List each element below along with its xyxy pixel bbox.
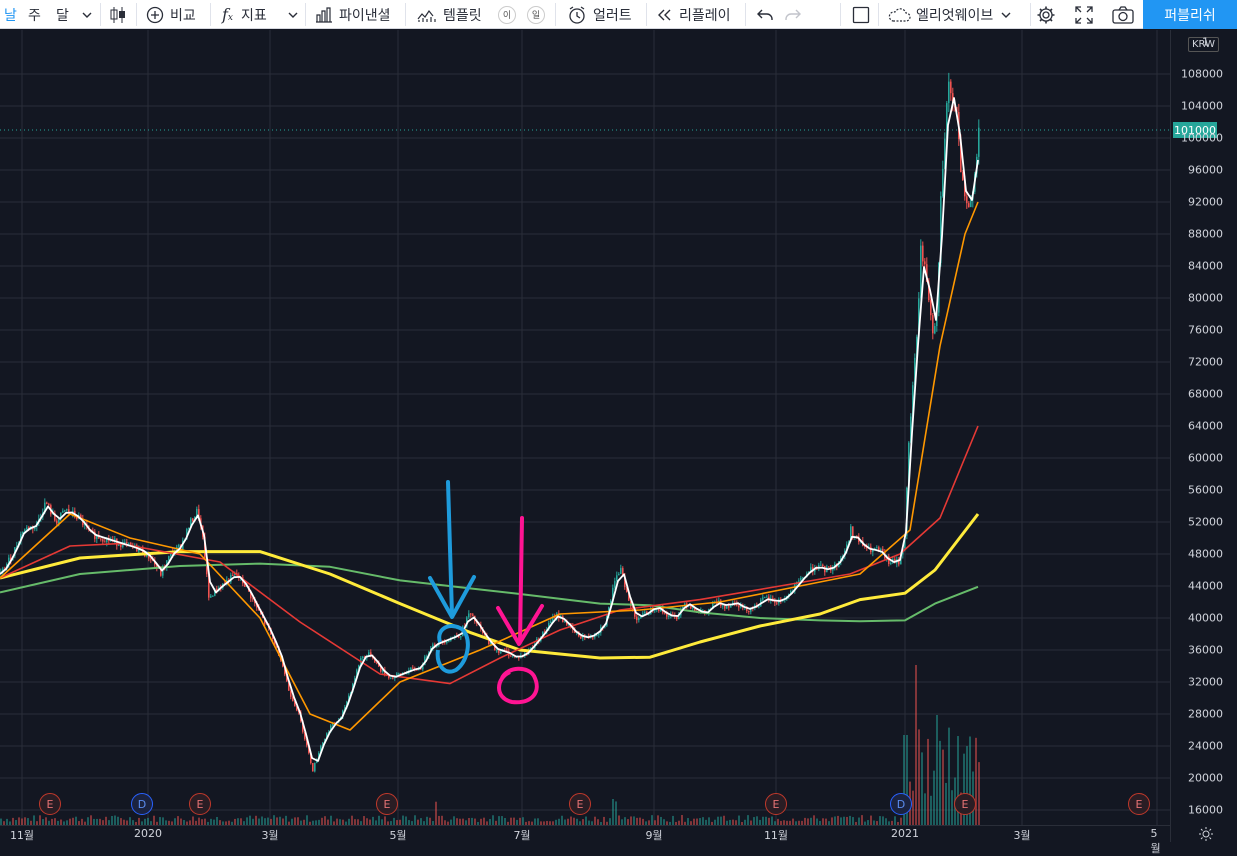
time-label: 5월 (389, 829, 407, 842)
price-tick-label: 100000 (1181, 131, 1223, 145)
price-tick-label: 60000 (1188, 451, 1223, 465)
undo-icon[interactable] (757, 0, 773, 29)
layout-selector[interactable]: 엘리엇웨이브 (887, 0, 1011, 29)
time-label: 7월 (513, 829, 531, 842)
template-icon (417, 7, 437, 23)
time-label: 11월 (9, 829, 35, 842)
camera-icon[interactable] (1112, 0, 1134, 29)
earnings-event-marker[interactable]: E (1128, 793, 1150, 815)
compare-button[interactable]: 비교 (146, 0, 196, 29)
dividend-event-marker[interactable]: D (131, 793, 153, 815)
earnings-event-marker[interactable]: E (765, 793, 787, 815)
candlesticks (0, 72, 980, 773)
price-tick-label: 24000 (1188, 739, 1223, 753)
earnings-event-marker[interactable]: E (376, 793, 398, 815)
price-tick-top: 1 (1202, 35, 1209, 49)
time-label: 2020 (134, 827, 162, 840)
price-tick-label: 20000 (1188, 771, 1223, 785)
price-tick-label: 48000 (1188, 547, 1223, 561)
settings-sun-icon[interactable] (1198, 825, 1214, 842)
last-price-tag: 101000 (1173, 122, 1217, 138)
time-label: 9월 (645, 829, 663, 842)
price-tick-label: 28000 (1188, 707, 1223, 721)
moving-averages (0, 97, 980, 762)
price-tick-label: 68000 (1188, 387, 1223, 401)
price-tick-label: 36000 (1188, 643, 1223, 657)
price-tick-label: 44000 (1188, 579, 1223, 593)
price-axis[interactable]: KRW 1 101000 108000 104000 100000 96000 9200… (1170, 30, 1237, 842)
price-tick-label: 64000 (1188, 419, 1223, 433)
interval-week-button[interactable]: 주 (28, 7, 41, 24)
interval-day-button[interactable]: 날 (4, 7, 17, 24)
expand-icon[interactable] (1075, 0, 1093, 29)
price-tick-label: 16000 (1188, 803, 1223, 817)
earnings-event-marker[interactable]: E (189, 793, 211, 815)
alarm-clock-icon (567, 5, 587, 25)
templates-button[interactable]: 템플릿 (417, 0, 482, 29)
interval-month-button[interactable]: 달 (56, 7, 69, 24)
price-tick-label: 92000 (1188, 195, 1223, 209)
time-label: 11월 (763, 829, 789, 842)
chevron-down-icon (1001, 12, 1011, 18)
add-circle-icon (146, 6, 164, 24)
earnings-event-marker[interactable]: E (954, 793, 976, 815)
price-tick-label: 32000 (1188, 675, 1223, 689)
gear-icon[interactable] (1036, 0, 1056, 29)
cloud-icon (887, 7, 911, 23)
template-badge: 일 (527, 0, 545, 29)
chevron-down-icon[interactable] (288, 0, 298, 29)
template-badge-1[interactable]: 이 (498, 5, 516, 24)
publish-button[interactable]: 퍼블리쉬 (1143, 0, 1237, 29)
currency-label[interactable]: KRW (1188, 37, 1219, 52)
price-tick-label: 96000 (1188, 163, 1223, 177)
dividend-event-marker[interactable]: D (890, 793, 912, 815)
rewind-icon (657, 9, 673, 21)
indicators-button[interactable]: fx 지표 (222, 5, 267, 24)
chevron-down-icon[interactable] (82, 0, 92, 29)
price-tick-label: 80000 (1188, 291, 1223, 305)
function-icon: fx (222, 5, 233, 24)
price-tick-label: 72000 (1188, 355, 1223, 369)
template-badge: 이 (498, 0, 516, 29)
fullscreen-square-icon[interactable] (852, 0, 870, 29)
price-tick-label: 40000 (1188, 611, 1223, 625)
time-axis[interactable]: 11월 2020 3월 5월 7월 9월 11월 2021 3월 5월 (0, 825, 1170, 855)
time-label: 2021 (891, 827, 919, 840)
earnings-event-marker[interactable]: E (569, 793, 591, 815)
alert-button[interactable]: 얼러트 (567, 0, 632, 29)
candlestick-icon[interactable] (109, 0, 127, 29)
price-chart (0, 30, 1170, 825)
grid-lines (0, 30, 1170, 825)
price-tick-label: 108000 (1181, 67, 1223, 81)
time-label: 3월 (261, 829, 279, 842)
price-tick-label: 84000 (1188, 259, 1223, 273)
time-label: 3월 (1013, 829, 1031, 842)
bar-chart-icon (315, 6, 333, 23)
replay-button[interactable]: 리플레이 (657, 0, 731, 29)
redo-icon[interactable] (785, 0, 801, 29)
price-tick-label: 52000 (1188, 515, 1223, 529)
template-badge-2[interactable]: 일 (527, 5, 545, 24)
price-tick-label: 88000 (1188, 227, 1223, 241)
price-tick-label: 104000 (1181, 99, 1223, 113)
top-toolbar: 날 주 달 비교 fx 지표 파이낸셜 템플릿 이 일 얼러트 리플레이 (0, 0, 1237, 29)
earnings-event-marker[interactable]: E (39, 793, 61, 815)
price-tick-label: 76000 (1188, 323, 1223, 337)
price-tick-label: 56000 (1188, 483, 1223, 497)
annotations (428, 480, 544, 705)
chart-pane[interactable] (0, 30, 1170, 825)
financials-button[interactable]: 파이낸셜 (315, 0, 391, 29)
